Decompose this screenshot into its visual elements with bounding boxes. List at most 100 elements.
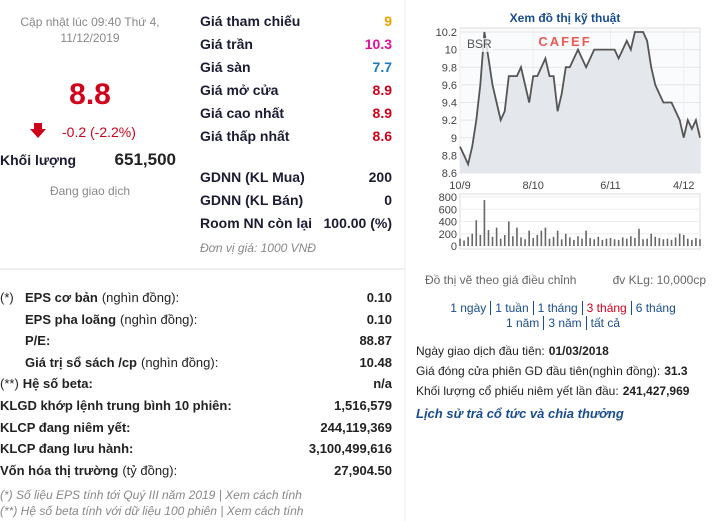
volume-bar — [601, 239, 604, 246]
volume-bar — [491, 236, 494, 246]
price-area — [460, 32, 700, 173]
fund-value: 0.10 — [366, 290, 392, 305]
dividend-link[interactable]: Lịch sử trả cổ tức và chia thưởng — [416, 406, 624, 421]
fund-value: 27,904.50 — [334, 462, 392, 478]
updated-line: Cập nhật lúc 09:40 Thứ 4, — [20, 15, 160, 29]
fund-name: EPS cơ bản — [25, 290, 98, 305]
volume-bar — [585, 230, 587, 246]
volume-bar — [670, 239, 673, 246]
volume-bar — [475, 220, 478, 246]
fund-value: 244,119,369 — [320, 419, 392, 435]
volume-bar — [658, 238, 661, 246]
volume-bar — [459, 238, 461, 246]
fund-row: KLCP đang lưu hành: 3,100,499,616 — [0, 441, 392, 459]
volume-bar — [593, 239, 596, 246]
listing-row: Khối lượng cổ phiếu niêm yết lần đầu: 241… — [416, 384, 689, 398]
fund-name: KLCP đang niêm yết: — [0, 419, 131, 435]
fund-marker: (**) — [0, 376, 19, 392]
volume-bar — [617, 239, 620, 246]
footnote: (**) Hệ số beta tính với dữ liệu 100 phi… — [0, 504, 304, 518]
range-option[interactable]: 3 năm — [543, 316, 586, 330]
fund-value: 88.87 — [359, 333, 392, 349]
listing-label: Ngày giao dịch đầu tiên: — [416, 344, 545, 358]
watermark: CAFEF — [538, 34, 591, 49]
fund-label: EPS pha loãng (nghìn đồng): — [25, 312, 197, 327]
volume-bar — [634, 238, 636, 246]
volume-bar — [483, 200, 486, 246]
volume-bar — [508, 221, 510, 246]
fund-row: (**) Hệ số beta: n/a — [0, 376, 392, 394]
x-tick-label: 6/11 — [600, 180, 621, 192]
fund-row: KLCP đang niêm yết: 244,119,369 — [0, 420, 392, 438]
fund-name: EPS pha loãng — [25, 311, 117, 327]
volume-bar — [581, 238, 583, 246]
fund-name: KLCP đang lưu hành: — [0, 441, 134, 457]
price-label: Giá mở cửa — [200, 82, 279, 98]
y-tick-label: 10 — [445, 45, 457, 57]
volume-bar — [577, 236, 579, 246]
fund-name: KLGD khớp lệnh trung bình 10 phiên: — [0, 398, 232, 413]
volume-bar — [564, 233, 567, 246]
fund-name: P/E: — [25, 333, 51, 349]
fund-label: (**) Hệ số beta: — [0, 376, 93, 391]
volume-bar — [613, 239, 616, 246]
volume-bar — [691, 239, 693, 246]
volume-bar — [646, 238, 648, 246]
foreign-value: 100.00 (%) — [323, 215, 392, 231]
volume-bar — [569, 237, 571, 246]
range-option[interactable]: 1 tháng — [532, 301, 582, 315]
volume-bar — [597, 236, 600, 246]
y-tick-label: 0 — [451, 241, 457, 253]
y-tick-label: 10.2 — [436, 27, 457, 39]
x-tick-label: 8/10 — [523, 180, 544, 192]
status: Đang giao dịch — [49, 184, 131, 198]
price-value: 8.9 — [372, 105, 392, 121]
listing-label: Giá đóng cửa phiên GD đầu tiên(nghìn đồn… — [416, 364, 661, 378]
fund-row: Vốn hóa thị trường (tỷ đồng): 27,904.50 — [0, 463, 392, 481]
volume-bar — [548, 238, 551, 246]
listing-row: Ngày giao dịch đầu tiên: 01/03/2018 — [416, 344, 609, 358]
foreign-label: GDNN (KL Bán) — [200, 192, 304, 208]
y-tick-label: 800 — [439, 192, 457, 204]
range-option[interactable]: 1 năm — [505, 316, 540, 330]
price-value: 8.6 — [372, 128, 392, 144]
volume-bar — [699, 239, 701, 246]
volume-bar — [512, 236, 514, 246]
volume-bar — [479, 234, 482, 246]
volume-bar — [495, 227, 498, 246]
fund-row: P/E: 88.87 — [0, 333, 392, 351]
fund-unit: (tỷ đồng): — [122, 462, 178, 478]
fund-label: KLCP đang niêm yết: — [0, 420, 131, 435]
volume-bar — [666, 238, 669, 246]
volume-bar — [621, 237, 624, 246]
y-tick-label: 9 — [451, 133, 457, 145]
fund-label: (*) EPS cơ bản (nghìn đồng): — [0, 290, 179, 305]
volume: 651,500 — [114, 150, 176, 169]
foreign-label: Room NN còn lại — [200, 215, 313, 231]
volume-bar — [654, 236, 657, 246]
price-label: Giá tham chiếu — [200, 13, 301, 29]
updated: Cập nhật lúc 09:40 Thứ 4, 11/12/2019 — [0, 14, 180, 46]
range-option[interactable]: 6 tháng — [630, 301, 680, 315]
fund-name: Giá trị sổ sách /cp — [25, 354, 137, 370]
listing-value: 01/03/2018 — [548, 344, 609, 358]
range-option[interactable]: tất cả — [585, 316, 625, 330]
change: -0.2 (-2.2%) — [62, 124, 136, 140]
fund-row: EPS pha loãng (nghìn đồng): 0.10 — [0, 312, 392, 330]
footnote: (*) Số liệu EPS tính tới Quý III năm 201… — [0, 488, 302, 502]
range-option[interactable]: 3 tháng — [581, 301, 631, 315]
updated-line: 11/12/2019 — [60, 31, 120, 45]
price-value: 9 — [384, 13, 392, 29]
listing-row: Giá đóng cửa phiên GD đầu tiên(nghìn đồn… — [416, 364, 688, 378]
range-option[interactable]: 1 tuần — [490, 301, 533, 315]
fund-row: (*) EPS cơ bản (nghìn đồng): 0.10 — [0, 290, 392, 308]
fund-label: KLGD khớp lệnh trung bình 10 phiên: — [0, 398, 232, 413]
fund-marker: (*) — [0, 290, 14, 305]
volume-bar — [678, 233, 681, 246]
volume-unit: đv KLg: 10,000cp — [613, 273, 707, 287]
chart-note: Đồ thị vẽ theo giá điều chỉnh — [425, 273, 576, 287]
volume-bar — [463, 240, 465, 246]
range-option[interactable]: 1 ngày — [450, 301, 487, 315]
